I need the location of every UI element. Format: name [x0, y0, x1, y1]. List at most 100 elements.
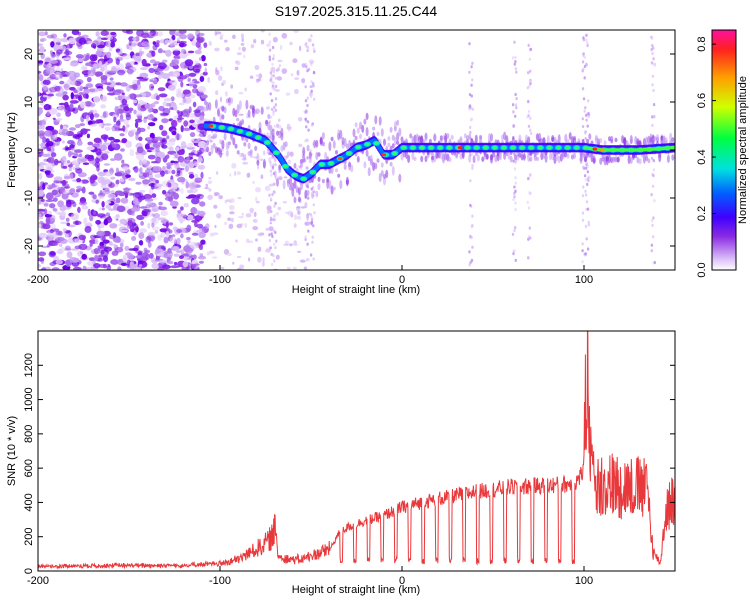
noise-blob — [150, 94, 156, 100]
ridge-hotspot — [392, 151, 397, 155]
ridge-hotspot — [474, 146, 479, 150]
noise-blob — [105, 179, 111, 185]
noise-blob — [51, 267, 60, 270]
ridge-halo — [562, 151, 566, 160]
noise-blob — [269, 222, 272, 225]
streak-dot — [304, 85, 307, 89]
ridge-halo — [581, 151, 585, 158]
noise-blob — [153, 165, 161, 172]
noise-blob — [61, 128, 70, 137]
ridge-hotspot — [365, 142, 370, 146]
noise-blob — [103, 163, 111, 166]
noise-blob — [208, 177, 212, 180]
ridge-halo — [487, 133, 491, 143]
streak-dot — [273, 214, 276, 218]
noise-blob — [193, 64, 200, 69]
streak-dot — [581, 60, 585, 64]
ridge-peak — [599, 148, 605, 152]
streak-dot — [272, 182, 275, 186]
noise-blob — [116, 205, 126, 213]
noise-blob — [118, 223, 123, 227]
noise-blob — [136, 146, 144, 154]
ridge-halo — [293, 196, 297, 204]
noise-blob — [182, 127, 191, 131]
noise-blob — [50, 53, 57, 58]
noise-blob — [43, 103, 51, 111]
noise-blob — [115, 109, 120, 114]
noise-blob — [154, 136, 163, 141]
noise-blob — [71, 30, 80, 36]
ridge-halo — [625, 140, 629, 146]
noise-blob — [62, 165, 68, 169]
noise-blob — [152, 79, 158, 85]
ridge-halo — [256, 153, 260, 163]
colorbar-tick-label: 0.8 — [696, 36, 708, 51]
noise-blob — [148, 67, 155, 74]
streak-dot — [312, 203, 315, 207]
noise-blob — [76, 140, 83, 146]
ridge-halo — [206, 101, 210, 111]
streak-dot — [469, 179, 472, 183]
spectrogram-x-ticks: -200 -100 0 100 — [27, 265, 593, 286]
streak-dot — [470, 225, 473, 229]
noise-blob — [119, 178, 125, 183]
noise-blob — [171, 48, 181, 52]
noise-blob — [97, 245, 105, 249]
noise-blob — [89, 214, 94, 222]
colorbar: 0.0 0.2 0.4 0.6 0.8 Normalized spectral ampl… — [696, 29, 749, 278]
y-tick-label: -10 — [23, 190, 35, 206]
streak-dot — [270, 262, 274, 267]
streak-dot — [471, 78, 474, 82]
ridge-halo — [232, 107, 236, 117]
noise-blob — [200, 94, 208, 99]
streak-dot — [313, 211, 316, 215]
noise-blob — [104, 82, 112, 85]
noise-blob — [76, 178, 82, 183]
noise-blob — [129, 148, 135, 157]
noise-blob — [95, 31, 100, 37]
noise-blob — [64, 230, 71, 234]
noise-blob — [95, 199, 99, 204]
ridge-halo — [330, 136, 334, 142]
ridge-halo — [509, 155, 513, 163]
noise-blob — [278, 64, 282, 67]
noise-blob — [163, 236, 169, 244]
ridge-halo — [461, 150, 465, 160]
noise-blob — [72, 179, 78, 182]
streak-dot — [586, 124, 589, 128]
noise-blob — [90, 102, 96, 107]
noise-blob — [41, 123, 45, 130]
noise-blob — [243, 54, 246, 59]
ridge-halo — [387, 142, 391, 147]
noise-blob — [283, 243, 289, 246]
noise-blob — [77, 172, 87, 178]
noise-blob — [41, 153, 51, 157]
noise-blob — [182, 261, 189, 268]
noise-blob — [44, 213, 53, 218]
noise-blob — [173, 261, 178, 266]
noise-blob — [186, 156, 190, 161]
noise-blob — [139, 167, 143, 174]
noise-blob — [95, 50, 103, 57]
streak-dot — [469, 125, 472, 129]
noise-blob — [158, 74, 163, 80]
noise-blob — [293, 30, 300, 33]
noise-blob — [90, 67, 96, 72]
ridge-halo — [293, 162, 297, 169]
noise-blob — [53, 134, 58, 141]
noise-blob — [65, 200, 72, 208]
noise-blob — [178, 102, 185, 106]
noise-blob — [176, 117, 184, 120]
streak-dot — [471, 245, 474, 249]
noise-blob — [294, 88, 299, 95]
noise-blob — [102, 255, 109, 263]
noise-blob — [111, 142, 117, 149]
spectrogram-x-label: Height of straight line (km) — [292, 284, 420, 296]
noise-blob — [186, 214, 194, 220]
noise-blob — [187, 33, 194, 39]
ridge-halo — [249, 149, 253, 155]
noise-blob — [110, 31, 117, 36]
noise-blob — [134, 267, 142, 270]
noise-blob — [189, 241, 199, 249]
streak-dot — [650, 193, 653, 197]
